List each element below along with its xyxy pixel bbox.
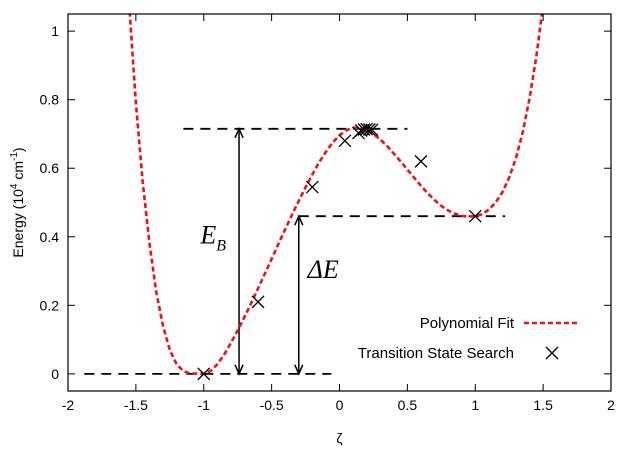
marker-stroke-b [468,209,482,223]
y-axis-label-mid: cm [10,161,26,184]
x-tick-label: 1 [471,397,479,413]
marker-stroke-b [360,122,374,136]
energy-arrow-label-main: E [199,221,216,250]
x-tick-label: -2 [62,397,75,413]
y-axis-label-base: Energy (10 [10,189,26,258]
marker-stroke-b [365,123,379,137]
transition-state-point [468,209,482,223]
x-tick-label: 0 [336,397,344,413]
x-tick-label: -1 [198,397,211,413]
y-tick-label: 1 [51,23,59,39]
energy-arrow-label: EB [199,221,226,255]
x-tick-label: 0.5 [398,397,418,413]
energy-arrow-label: ΔE [307,255,339,284]
energy-arrow-head-bottom [294,364,304,376]
marker-stroke-b [251,295,265,309]
x-tick-label: 2 [607,397,615,413]
y-tick-label: 0.4 [40,229,60,245]
marker-stroke-b [362,123,376,136]
transition-state-point [362,123,376,136]
transition-state-point [365,123,379,137]
y-axis-label: Energy (104 cm-1) [9,147,26,257]
marker-stroke-b [414,154,428,168]
legend-transition-state-label: Transition State Search [358,345,514,362]
x-axis-label: ζ [336,430,342,446]
y-tick-label: 0 [51,366,59,382]
marker-stroke-b [305,180,319,194]
transition-state-point [338,134,352,148]
energy-arrow-label-main: ΔE [307,255,339,284]
transition-state-point [251,295,265,309]
legend-polynomial-fit-label: Polynomial Fit [420,315,515,332]
guide-lines-group [84,127,506,375]
plot-frame [67,13,612,392]
y-axis-label-end: ) [10,147,26,152]
energy-arrow-head-bottom [234,364,244,376]
marker-stroke-b [354,124,368,137]
energy-arrow-label-subscript: B [216,238,226,255]
legend-transition-state-swatch [545,346,559,360]
marker-stroke-b [338,134,352,148]
x-tick-label: 1.5 [533,397,553,413]
x-tick-label: -0.5 [260,397,284,413]
transition-state-point [197,367,211,381]
energy-arrow-head-top [234,126,244,139]
legend-x-marker [545,346,559,360]
y-axis-label-exp2: -1 [9,152,20,161]
y-axis-label-exp1: 4 [9,183,20,189]
marker-stroke-b [545,346,559,360]
x-tick-label: -1.5 [124,397,148,413]
y-tick-label: 0.6 [40,160,60,176]
y-tick-label: 0.2 [40,297,60,313]
transition-state-point [360,122,374,136]
y-tick-label: 0.8 [40,92,60,108]
marker-stroke-b [197,367,211,381]
y-axis-ticks: 0 0.2 0.4 0.6 0.8 1 [40,23,611,382]
energy-arrow-head-top [294,214,304,226]
transition-state-point [305,180,319,194]
x-axis-ticks: -2 -1.5 -1 -0.5 0 0.5 1 1.5 2 [62,14,615,413]
transition-state-point [414,154,428,168]
chart-legend: Polynomial Fit Transition State Search [358,315,579,362]
transition-state-series [197,122,482,381]
energy-arrows-group: EB ΔE [199,126,339,376]
